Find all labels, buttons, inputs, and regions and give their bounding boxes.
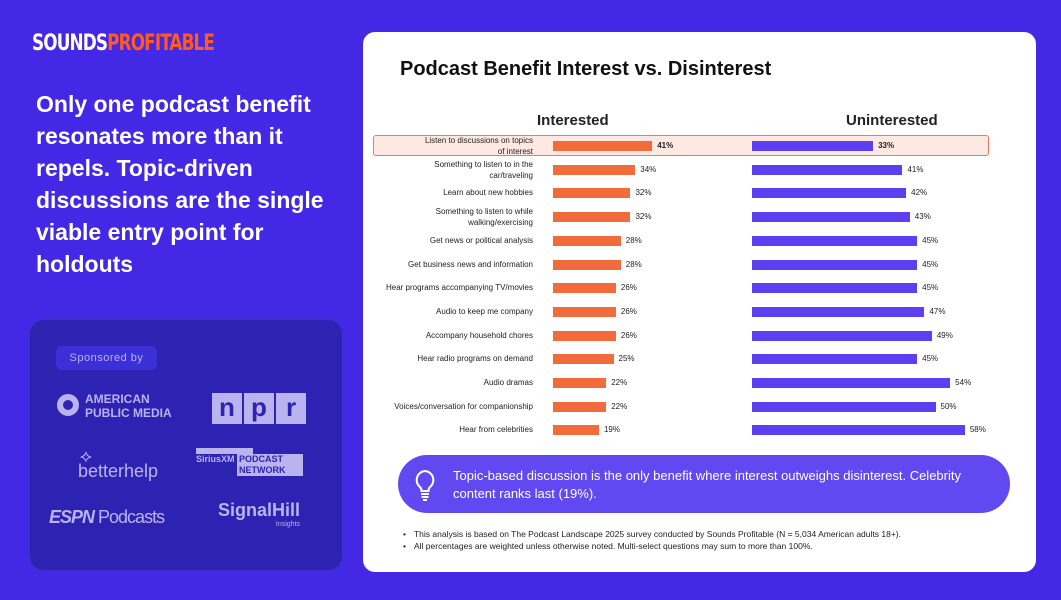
interested-value-label: 25%	[618, 354, 635, 364]
category-label: Hear radio programs on demand	[417, 354, 533, 364]
headline: Only one podcast benefit resonates more …	[36, 91, 324, 277]
uninterested-value-label: 45%	[922, 283, 939, 293]
interested-bar	[553, 259, 621, 270]
uninterested-value-label: 54%	[955, 378, 972, 387]
category-label: Something to listen to while walking/exe…	[435, 207, 533, 228]
interested-value-label: 19%	[603, 425, 620, 435]
insight-callout: Topic-based discussion is the only benef…	[398, 455, 1010, 513]
uninterested-value-label: 43%	[914, 212, 931, 222]
interested-bar	[553, 141, 653, 151]
category-label: Something to listen to in the car/travel…	[434, 159, 533, 180]
uninterested-header: Uninterested	[846, 112, 938, 129]
siriusxm-logo: SiriusXM PODCAST NETWORK	[196, 448, 304, 476]
footnotes: This analysis is based on The Podcast La…	[403, 528, 901, 552]
logo-part-1: SOUNDS	[32, 31, 108, 56]
uninterested-value-label: 45%	[922, 354, 939, 364]
interested-bar	[553, 378, 607, 388]
interested-value-label: 26%	[620, 306, 637, 316]
interested-bar	[553, 354, 614, 365]
interested-bar	[553, 330, 616, 341]
uninterested-value-label: 47%	[929, 306, 946, 316]
uninterested-bar	[752, 378, 951, 388]
uninterested-value-label: 49%	[936, 330, 953, 340]
uninterested-bar	[752, 425, 965, 436]
interested-bar	[553, 188, 631, 199]
footnote: All percentages are weighted unless othe…	[403, 540, 901, 552]
interested-value-label: 28%	[625, 259, 642, 269]
interested-value-label: 41%	[657, 141, 674, 150]
category-label: Audio to keep me company	[436, 306, 533, 316]
uninterested-value-label: 41%	[907, 164, 924, 174]
espn-podcasts-logo: ESPN Podcasts	[49, 507, 165, 527]
interested-bar	[553, 306, 616, 317]
interested-value-label: 32%	[635, 212, 652, 222]
category-label: Voices/conversation for companionship	[394, 401, 533, 411]
uninterested-value-label: 33%	[878, 141, 895, 150]
uninterested-bar	[752, 283, 918, 294]
apm-logo: AMERICAN PUBLIC MEDIA	[57, 392, 172, 420]
uninterested-bar	[752, 235, 918, 246]
category-label: Hear from celebrities	[459, 425, 533, 435]
category-label: Hear programs accompanying TV/movies	[385, 283, 533, 293]
interested-value-label: 26%	[620, 330, 637, 340]
betterhelp-logo: ⟡ betterhelp	[78, 446, 159, 481]
interested-value-label: 22%	[611, 401, 628, 411]
category-label: Audio dramas	[483, 378, 533, 387]
interested-bar	[553, 425, 599, 436]
uninterested-bar	[752, 401, 936, 412]
interested-value-label: 34%	[640, 164, 657, 174]
callout-text: Topic-based discussion is the only benef…	[453, 468, 961, 501]
logo-part-2: PROFITABLE	[107, 31, 215, 56]
uninterested-value-label: 42%	[911, 188, 928, 198]
uninterested-bar	[752, 141, 874, 151]
footnote: This analysis is based on The Podcast La…	[403, 528, 901, 540]
uninterested-bar	[752, 188, 907, 199]
category-label: Get business news and information	[408, 259, 533, 269]
uninterested-bar	[752, 354, 918, 365]
interested-value-label: 26%	[620, 283, 637, 293]
sounds-profitable-logo: SOUNDSPROFITABLE	[32, 31, 215, 56]
category-label: Accompany household chores	[425, 330, 533, 340]
signalhill-logo: SignalHill Insights	[218, 500, 301, 528]
uninterested-bar	[752, 164, 903, 175]
category-label: Get news or political analysis	[429, 235, 533, 245]
interested-header: Interested	[537, 112, 609, 129]
uninterested-bar	[752, 306, 925, 317]
interested-bar	[553, 283, 616, 294]
chart-title: Podcast Benefit Interest vs. Disinterest	[400, 58, 772, 80]
category-label: Listen to discussions on topics of inter…	[424, 136, 533, 156]
uninterested-value-label: 58%	[969, 425, 986, 435]
lightbulb-icon	[415, 469, 435, 501]
uninterested-bar	[752, 212, 910, 223]
interested-value-label: 32%	[635, 188, 652, 198]
uninterested-bar	[752, 259, 918, 270]
uninterested-value-label: 45%	[922, 259, 939, 269]
uninterested-value-label: 45%	[922, 235, 939, 245]
interested-value-label: 28%	[625, 235, 642, 245]
category-label: Learn about new hobbies	[443, 188, 533, 198]
interested-value-label: 22%	[611, 378, 628, 387]
sponsored-by-label: Sponsored by	[56, 346, 157, 370]
interested-bar	[553, 164, 636, 175]
interested-bar	[553, 401, 607, 412]
chart-card: Podcast Benefit Interest vs. Disinterest…	[363, 32, 1036, 572]
uninterested-value-label: 50%	[940, 401, 957, 411]
uninterested-bar	[752, 330, 932, 341]
interested-bar	[553, 235, 621, 246]
interested-bar	[553, 212, 631, 223]
